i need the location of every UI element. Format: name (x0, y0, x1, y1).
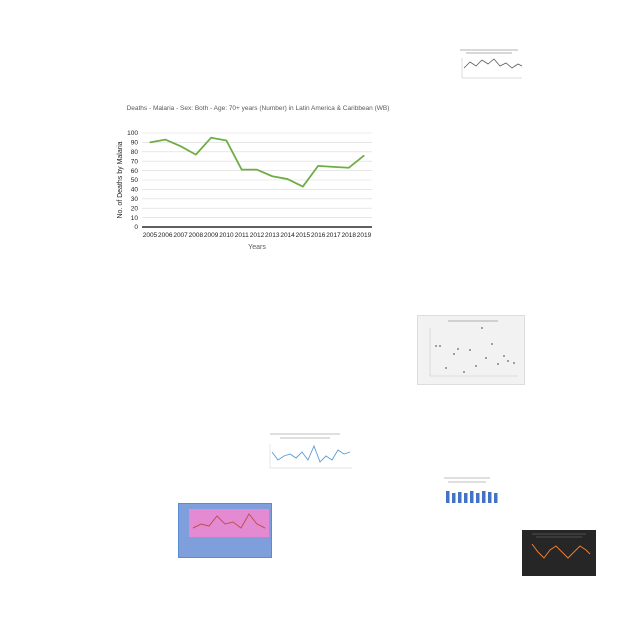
thumbnail-2-svg (429, 320, 518, 377)
data-point (241, 169, 243, 171)
thumbnail-chart-5 (426, 475, 508, 517)
y-tick-label: 40 (131, 187, 139, 194)
thumbnail-1-svg (460, 49, 523, 79)
y-tick-label: 70 (131, 158, 139, 165)
y-tick-label: 0 (134, 224, 138, 231)
y-tick-label: 80 (131, 149, 139, 156)
x-tick-label: 2015 (296, 232, 311, 239)
thumbnail-chart-1 (452, 44, 528, 90)
y-tick-label: 30 (131, 196, 139, 203)
y-tick-label: 60 (131, 168, 139, 175)
data-point (286, 178, 289, 180)
x-tick-label: 2013 (265, 232, 280, 239)
x-axis-label: Years (248, 244, 266, 251)
thumbnail-chart-3 (252, 430, 358, 498)
x-tick-label: 2006 (158, 232, 173, 239)
thumbnail-4-svg (179, 504, 271, 557)
data-point (302, 185, 304, 188)
y-tick-label: 20 (131, 205, 139, 212)
thumbnail-chart-6 (522, 530, 596, 576)
x-tick-label: 2012 (250, 232, 265, 239)
main-line-chart: Deaths - Malaria - Sex: Both - Age: 70+ … (108, 100, 389, 260)
y-axis-label: No. of Deaths by Malaria (117, 141, 124, 218)
x-tick-label: 2008 (189, 232, 204, 239)
thumbnail-6-svg (531, 533, 591, 559)
x-tick-label: 2007 (173, 232, 188, 239)
x-tick-label: 2017 (326, 232, 341, 239)
x-tick-label: 2018 (341, 232, 356, 239)
data-point (348, 167, 350, 169)
y-tick-label: 50 (131, 177, 139, 184)
y-tick-label: 10 (131, 215, 139, 222)
thumbnail-chart-4 (178, 503, 272, 558)
y-tick-label: 90 (131, 140, 139, 147)
x-tick-label: 2019 (357, 232, 372, 239)
chart-title: Deaths - Malaria - Sex: Both - Age: 70+ … (126, 105, 390, 112)
thumbnail-5-svg (444, 477, 498, 503)
thumbnail-chart-2 (417, 315, 525, 385)
data-point (317, 165, 319, 167)
x-tick-label: 2010 (219, 232, 234, 239)
data-point (179, 145, 182, 147)
x-tick-label: 2009 (204, 232, 219, 239)
x-tick-label: 2016 (311, 232, 326, 239)
data-point (149, 141, 151, 143)
data-point (164, 138, 166, 141)
x-tick-label: 2005 (143, 232, 158, 239)
series-line (149, 136, 365, 188)
data-point (225, 139, 228, 142)
x-tick-label: 2014 (280, 232, 295, 239)
data-point (271, 175, 273, 177)
data-point (210, 137, 212, 139)
data-point (363, 154, 365, 157)
data-point (195, 154, 197, 156)
y-tick-label: 100 (127, 130, 138, 137)
x-tick-label: 2011 (235, 232, 249, 239)
data-point (256, 169, 258, 171)
data-point (332, 166, 335, 168)
thumbnail-3-svg (269, 433, 352, 469)
